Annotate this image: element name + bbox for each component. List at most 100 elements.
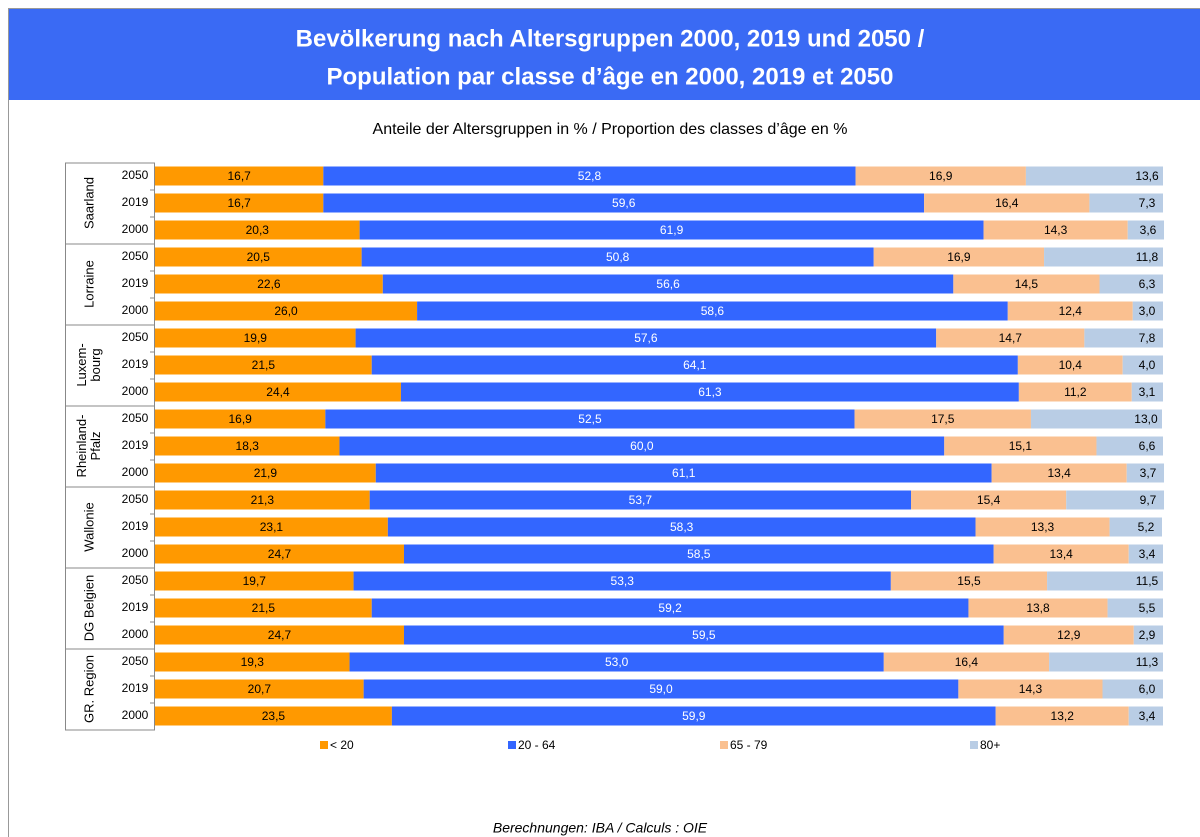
bar-segment [155,301,418,321]
data-label: 60,0 [630,439,654,453]
data-label: 56,6 [656,277,680,291]
bar-segment [1030,409,1162,429]
bar-segment [155,706,392,726]
bar-segment [323,166,856,186]
bar-segment [1099,274,1163,294]
y-tick-label: 2000 [122,708,149,722]
data-label: 3,6 [1140,223,1157,237]
bar-segment [371,598,969,618]
data-label: 24,7 [268,547,292,561]
data-label: 64,1 [683,358,707,372]
data-label: 22,6 [257,277,281,291]
data-label: 53,0 [605,655,629,669]
bar-segment [1109,517,1162,537]
bar-segment [1131,382,1163,402]
data-label: 6,0 [1139,682,1156,696]
bar-segment [403,625,1004,645]
data-label: 61,3 [698,385,722,399]
data-label: 58,3 [670,520,694,534]
y-tick-label: 2050 [122,492,149,506]
y-tick-label: 2000 [122,222,149,236]
bar-segment [155,193,324,213]
data-label: 58,6 [701,304,725,318]
data-label: 59,5 [692,628,716,642]
source: Berechnungen: IBA / Calculs : OIE [493,820,708,836]
bar-segment [155,571,354,591]
data-label: 13,8 [1026,601,1050,615]
data-label: 3,4 [1139,547,1156,561]
data-label: 11,3 [1136,655,1159,669]
group-label: Saarland [81,177,96,229]
data-label: 7,8 [1139,331,1156,345]
data-label: 16,7 [227,169,251,183]
data-label: 3,0 [1139,304,1156,318]
bar-segment [359,220,984,240]
data-label: 13,2 [1051,709,1075,723]
y-tick-label: 2000 [122,303,149,317]
data-label: 14,3 [1044,223,1068,237]
bar-segment [1049,652,1163,672]
bar-segment [353,571,891,591]
bar-segment [417,301,1008,321]
data-label: 59,0 [649,682,673,696]
y-tick-label: 2019 [122,600,149,614]
data-label: 59,2 [658,601,682,615]
legend-label: 20 - 64 [518,738,556,752]
data-label: 19,9 [244,331,268,345]
bar-segment [883,652,1050,672]
data-label: 19,3 [241,655,265,669]
data-label: 10,4 [1059,358,1083,372]
group-label: DG Belgien [81,575,96,641]
bar-segment [155,382,401,402]
bar-segment [325,409,855,429]
legend-label: 80+ [980,738,1000,752]
y-tick-label: 2019 [122,438,149,452]
data-label: 11,5 [1136,574,1159,588]
data-label: 21,5 [252,358,276,372]
bar-segment [323,193,925,213]
data-label: 11,2 [1064,385,1087,399]
bar-segment [155,679,364,699]
bar-segment [363,679,959,699]
bar-segment [873,247,1045,267]
bar-segment [1044,247,1163,267]
data-label: 16,9 [929,169,953,183]
bar-segment [155,517,388,537]
data-label: 13,4 [1047,466,1071,480]
y-tick-label: 2050 [122,330,149,344]
bar-segment [944,436,1097,456]
data-label: 52,8 [578,169,602,183]
bar-segment [890,571,1048,591]
bar-segment [1127,220,1165,240]
bar-segment [1128,706,1163,726]
bar-segment [924,193,1090,213]
y-tick-label: 2000 [122,627,149,641]
bar-segment [1133,625,1163,645]
bar-segment [155,652,350,672]
y-tick-label: 2050 [122,168,149,182]
bar-segment [155,490,370,510]
bar-segment [155,247,362,267]
data-label: 23,5 [262,709,286,723]
chart-title: Bevölkerung nach Altersgruppen 2000, 201… [296,25,925,52]
bar-segment [375,463,992,483]
bar-segment [1126,463,1165,483]
data-label: 6,3 [1139,277,1156,291]
bar-segment [1122,355,1163,375]
bar-segment [993,544,1129,564]
group-label: Luxem-bourg [74,343,103,386]
bar-segment [355,328,937,348]
data-label: 59,6 [612,196,636,210]
bar-segment [1132,301,1163,321]
data-label: 9,7 [1140,493,1157,507]
bar-segment [936,328,1085,348]
data-label: 53,3 [611,574,635,588]
bar-segment [339,436,945,456]
data-label: 18,3 [236,439,260,453]
data-label: 12,9 [1057,628,1081,642]
data-label: 3,4 [1139,709,1156,723]
data-label: 16,4 [955,655,979,669]
bar-segment [975,517,1110,537]
bar-segment [155,409,326,429]
bar-segment [1007,301,1133,321]
